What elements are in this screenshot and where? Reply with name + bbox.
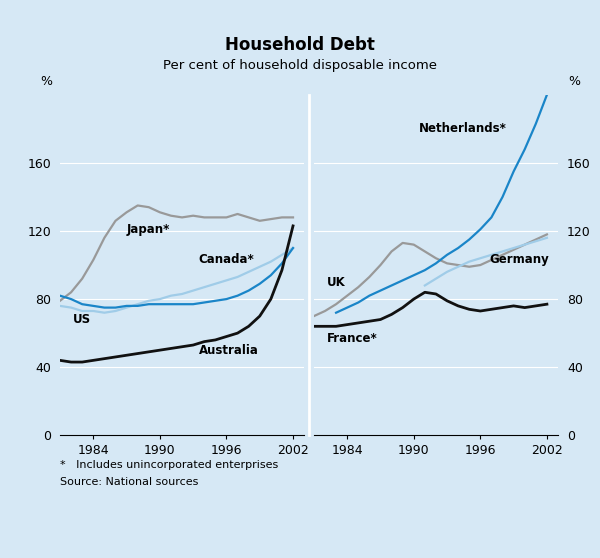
Text: US: US bbox=[73, 313, 91, 326]
Text: UK: UK bbox=[327, 276, 346, 288]
Text: %: % bbox=[568, 75, 580, 88]
Text: Canada*: Canada* bbox=[199, 253, 254, 266]
Text: %: % bbox=[40, 75, 52, 88]
Text: Per cent of household disposable income: Per cent of household disposable income bbox=[163, 59, 437, 71]
Text: Household Debt: Household Debt bbox=[225, 36, 375, 54]
Text: France*: France* bbox=[327, 332, 378, 345]
Text: Germany: Germany bbox=[489, 253, 549, 266]
Text: Netherlands*: Netherlands* bbox=[419, 122, 507, 136]
Text: Japan*: Japan* bbox=[127, 223, 170, 236]
Text: *   Includes unincorporated enterprises: * Includes unincorporated enterprises bbox=[60, 460, 278, 470]
Text: Australia: Australia bbox=[199, 344, 259, 357]
Text: Source: National sources: Source: National sources bbox=[60, 477, 199, 487]
